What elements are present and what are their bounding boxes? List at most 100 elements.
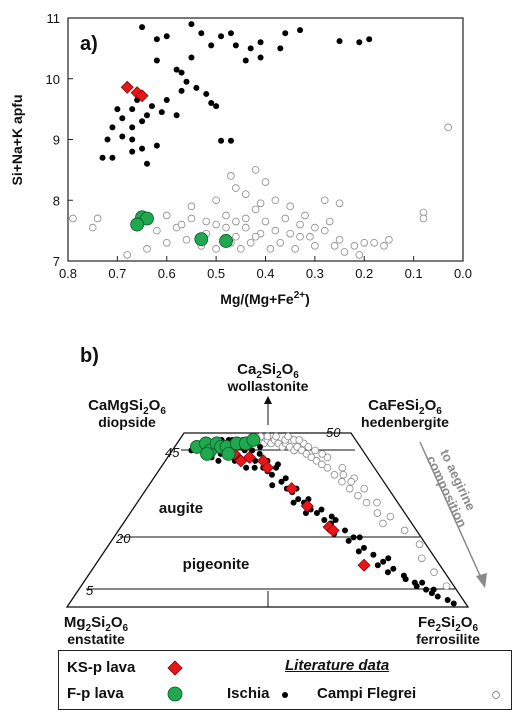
legend-ks-diamond <box>167 660 183 676</box>
ternary-point-green-circle <box>221 446 236 461</box>
data-point-open-circle <box>335 199 344 208</box>
ternary-point-filled-circle <box>249 447 256 454</box>
diopside-formula: CaMgSi2O6 <box>88 397 166 417</box>
data-point-filled-circle <box>277 45 284 52</box>
data-point-filled-circle <box>153 142 160 149</box>
data-point-filled-circle <box>188 21 195 28</box>
data-point-open-circle <box>340 248 349 256</box>
ternary-point-filled-circle <box>419 579 426 586</box>
y-tick-label: 8 <box>53 193 60 208</box>
data-point-open-circle <box>306 232 314 241</box>
y-axis-label: Si+Na+K apfu <box>9 94 25 185</box>
data-point-filled-circle <box>109 154 116 161</box>
data-point-red-diamond <box>120 80 134 94</box>
ternary-point-open-circle <box>318 460 326 469</box>
ternary-point-filled-circle <box>332 517 339 523</box>
legend-ks-marker <box>167 660 183 676</box>
data-point-open-circle <box>320 196 329 205</box>
ternary-point-filled-circle <box>282 475 289 482</box>
ternary-point-open-circle <box>295 436 304 444</box>
data-point-filled-circle <box>213 103 220 110</box>
data-point-open-circle <box>143 245 151 253</box>
ternary-point-open-circle <box>354 491 362 500</box>
ferrosilite-name: ferrosilite <box>416 631 480 647</box>
ternary-point-open-circle <box>307 453 316 462</box>
data-point-open-circle <box>256 199 265 208</box>
ternary-point-filled-circle <box>450 600 457 607</box>
ternary-point-open-circle <box>430 568 438 576</box>
ternary-point-filled-circle <box>269 482 276 489</box>
data-point-filled-circle <box>173 66 180 73</box>
ternary-point-open-circle <box>263 432 272 441</box>
data-point-filled-circle <box>163 33 170 40</box>
panel-b-points <box>188 432 457 607</box>
data-point-open-circle <box>222 211 230 220</box>
data-point-open-circle <box>237 245 245 253</box>
data-point-open-circle <box>93 214 102 223</box>
ternary-point-open-circle <box>373 509 382 517</box>
legend-literature-title: Literature data <box>285 657 390 674</box>
ternary-point-filled-circle <box>290 499 297 506</box>
y-tick-label: 10 <box>46 72 60 87</box>
ternary-point-filled-circle <box>350 534 357 541</box>
data-point-filled-circle <box>139 145 146 152</box>
data-point-filled-circle <box>227 137 234 144</box>
ternary-point-open-circle <box>400 526 409 535</box>
data-point-open-circle <box>246 238 255 247</box>
data-point-open-circle <box>276 238 285 247</box>
enstatite-name: enstatite <box>67 631 125 647</box>
data-point-filled-circle <box>188 54 195 61</box>
data-point-filled-circle <box>129 106 136 113</box>
aegirine-arrow-shaft <box>419 441 483 581</box>
ternary-point-filled-circle <box>295 496 302 503</box>
data-point-filled-circle <box>282 30 289 37</box>
legend-cf-circle <box>492 691 500 699</box>
data-point-filled-circle <box>148 103 155 110</box>
apex-formula: Ca2Si2O6 <box>237 361 299 381</box>
data-point-open-circle <box>355 251 364 259</box>
ternary-point-filled-circle <box>423 586 430 593</box>
data-point-filled-circle <box>153 36 160 43</box>
data-point-open-circle <box>360 238 369 247</box>
x-tick-label: 0.1 <box>405 266 423 281</box>
data-point-filled-circle <box>178 87 185 94</box>
data-point-open-circle <box>296 220 304 229</box>
data-point-filled-circle <box>218 137 225 144</box>
wo-20-label: 20 <box>115 531 131 546</box>
panel-a: a) 0.8 0.7 0.6 0.5 0.4 0.3 0.2 0.1 0.0 7 8 9 10 11 M… <box>9 11 472 307</box>
ternary-point-open-circle <box>418 554 426 563</box>
data-point-open-circle <box>182 235 191 244</box>
data-point-filled-circle <box>144 160 150 167</box>
y-tick-label: 9 <box>53 133 60 148</box>
data-point-filled-circle <box>218 33 225 40</box>
data-point-filled-circle <box>183 78 190 85</box>
ternary-point-open-circle <box>338 463 347 472</box>
data-point-open-circle <box>177 220 186 229</box>
data-point-filled-circle <box>158 109 165 116</box>
data-point-open-circle <box>271 226 280 235</box>
data-point-open-circle <box>380 242 388 250</box>
data-point-open-circle <box>286 202 294 211</box>
data-point-filled-circle <box>129 148 136 155</box>
data-point-open-circle <box>202 217 211 226</box>
ternary-point-filled-circle <box>434 593 441 600</box>
data-point-filled-circle <box>104 136 111 143</box>
legend-cf-marker <box>492 691 500 699</box>
ternary-point-red-diamond <box>243 450 257 464</box>
ternary-point-red-diamond <box>285 482 299 496</box>
data-point-open-circle <box>212 220 220 229</box>
data-point-open-circle <box>241 190 250 198</box>
panel-b-label: b) <box>80 345 99 367</box>
data-point-open-circle <box>370 238 378 247</box>
panel-b: b) Ca2Si2O6 wollastonite CaMgSi2O6 diops… <box>64 345 487 647</box>
legend-ischia-marker <box>282 692 288 698</box>
ternary-point-open-circle <box>373 498 381 507</box>
data-point-green-circle <box>130 217 145 232</box>
data-point-green-circle <box>194 232 209 247</box>
data-point-open-circle <box>266 245 275 253</box>
ternary-point-open-circle <box>379 519 387 528</box>
data-point-open-circle <box>296 232 304 241</box>
legend-ischia-dot <box>282 692 288 698</box>
data-point-open-circle <box>271 196 280 205</box>
data-point-filled-circle <box>119 115 126 122</box>
